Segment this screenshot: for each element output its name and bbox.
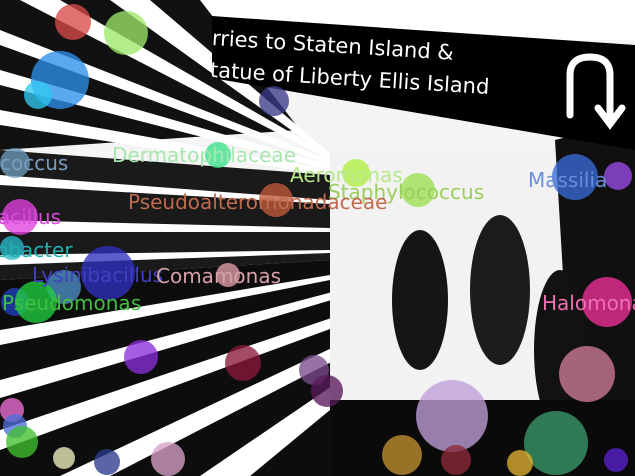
bubble-marker xyxy=(24,81,52,109)
bubble-marker xyxy=(524,411,588,475)
floor-stripe-1 xyxy=(0,275,330,345)
ceiling-stripe-4 xyxy=(20,0,335,160)
u-turn-arrow-icon xyxy=(566,53,626,130)
bubble-marker xyxy=(416,380,488,452)
bubble-marker xyxy=(104,11,148,55)
bubble-marker xyxy=(552,154,598,200)
bubble-marker xyxy=(0,148,30,178)
left-wall-stripe-2 xyxy=(0,220,330,232)
bubble-marker xyxy=(311,375,343,407)
overhead-sign xyxy=(212,16,635,150)
bubble-marker xyxy=(216,263,240,287)
bubble-marker xyxy=(604,448,628,472)
person-silhouette-1 xyxy=(392,230,448,370)
floor-stripe-4 xyxy=(60,330,378,476)
bubble-marker xyxy=(259,86,289,116)
bubble-marker xyxy=(151,442,185,476)
bubble-marker xyxy=(441,445,471,475)
bubble-marker xyxy=(401,173,435,207)
bubble-marker xyxy=(259,183,293,217)
bubble-marker xyxy=(81,246,135,300)
bubble-marker xyxy=(15,281,57,323)
bubble-marker xyxy=(582,277,632,327)
left-wall-stripe-3 xyxy=(0,250,330,265)
bubble-marker xyxy=(53,447,75,469)
bubble-marker xyxy=(507,450,533,476)
left-wall-stripe-1 xyxy=(0,175,330,204)
bubble-marker xyxy=(0,236,24,260)
bubble-marker xyxy=(205,142,231,168)
ceiling-stripe-3 xyxy=(0,110,330,175)
bubble-marker xyxy=(2,199,38,235)
floor-stripe-2 xyxy=(0,290,345,398)
person-silhouette-2 xyxy=(470,215,530,365)
bubble-marker xyxy=(124,340,158,374)
bubble-marker xyxy=(342,159,370,187)
bubble-marker xyxy=(604,162,632,190)
bubble-marker xyxy=(225,345,261,381)
bubble-marker xyxy=(6,426,38,458)
floor-stripe-3 xyxy=(0,310,360,450)
bubble-marker xyxy=(559,346,615,402)
bubble-marker xyxy=(94,449,120,475)
bubble-marker xyxy=(382,435,422,475)
bubble-marker xyxy=(55,4,91,40)
